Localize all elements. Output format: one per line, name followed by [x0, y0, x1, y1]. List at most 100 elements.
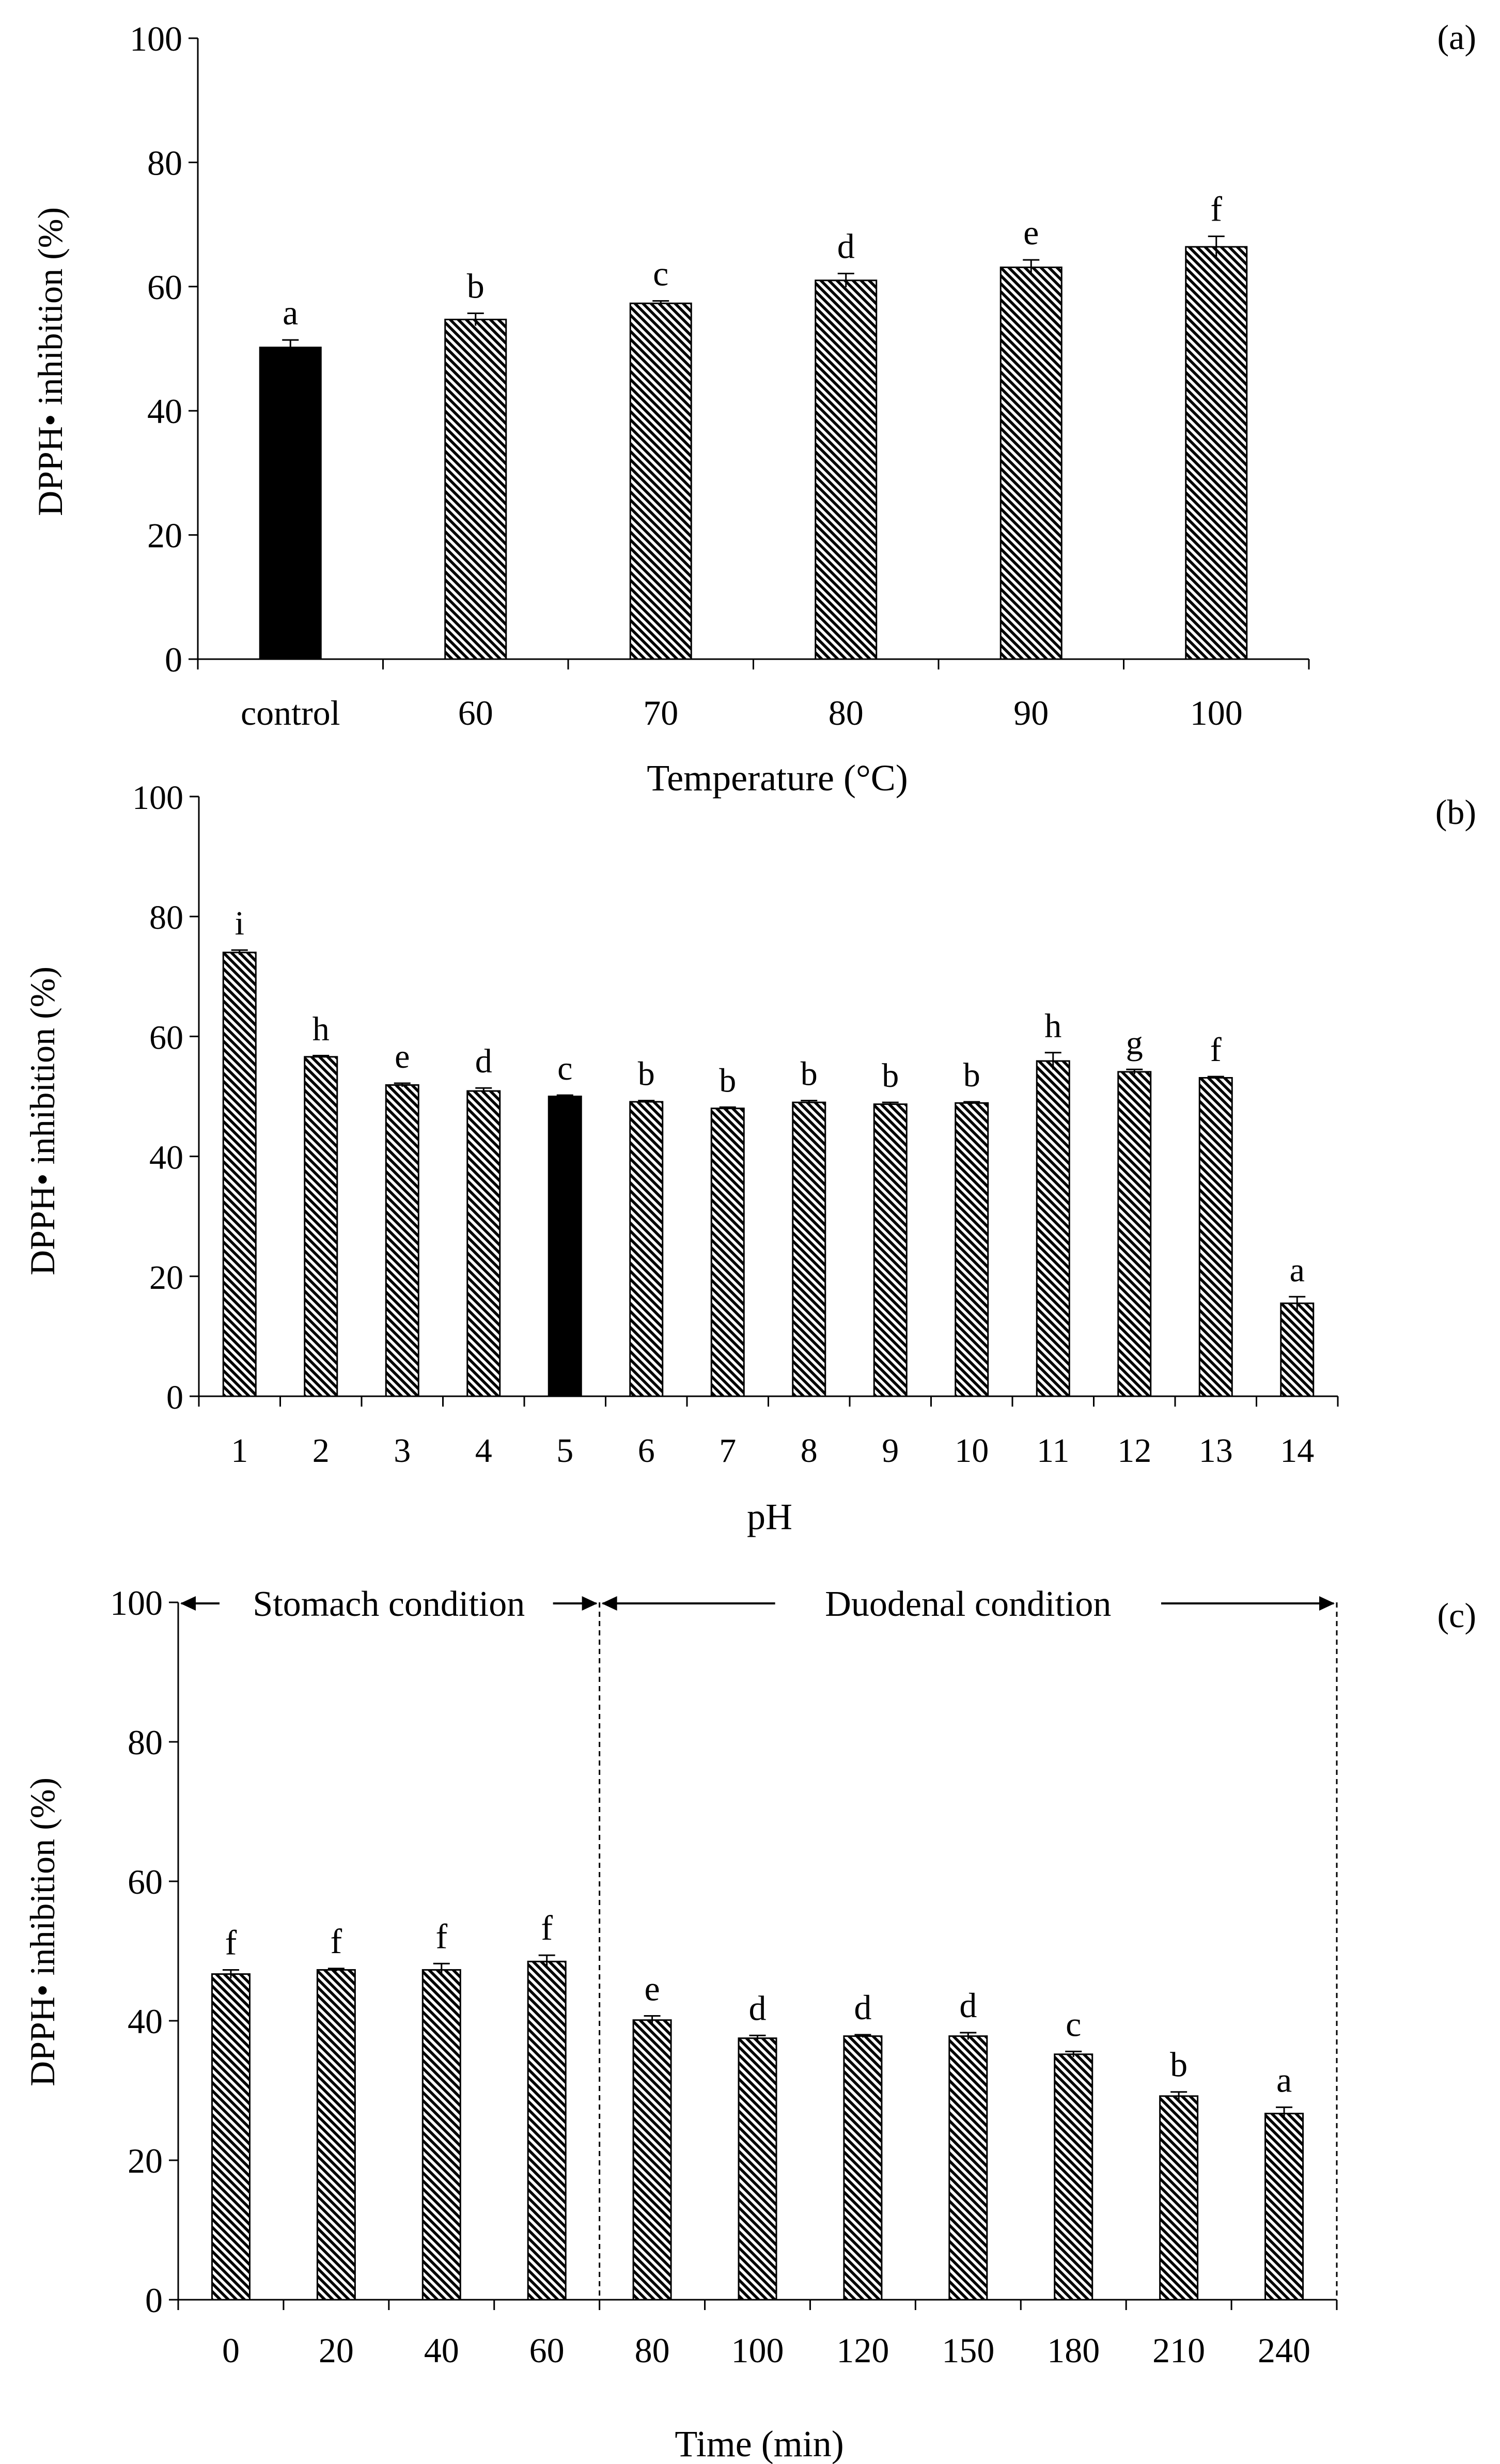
significance-letter: b [638, 1055, 655, 1093]
bar [999, 267, 1062, 660]
x-tick-label: 0 [222, 2331, 240, 2370]
y-tick-label: 40 [149, 1139, 183, 1177]
y-tick-label: 0 [165, 640, 182, 679]
x-tick-label: control [241, 693, 340, 732]
significance-letter: d [959, 1986, 977, 2025]
significance-letter: g [1126, 1024, 1143, 1062]
x-tick-label: 2 [312, 1432, 330, 1470]
bar [466, 1090, 501, 1397]
significance-letter: f [541, 1908, 553, 1947]
significance-letter: d [749, 1988, 767, 2028]
x-tick-label: 1 [231, 1432, 248, 1470]
x-tick-label: 12 [1117, 1432, 1151, 1470]
x-tick-label: 90 [1013, 693, 1049, 732]
significance-letter: d [854, 1988, 871, 2027]
bar [1054, 2053, 1093, 2301]
region-label-duodenal: Duodenal condition [825, 1584, 1111, 1624]
significance-letter: a [1276, 2060, 1292, 2099]
bar [1280, 1302, 1315, 1397]
bar [316, 1969, 356, 2301]
y-tick-label: 20 [128, 2141, 163, 2180]
bar [211, 1973, 251, 2301]
bar [632, 2019, 672, 2301]
bar [843, 2035, 883, 2301]
region-label-stomach: Stomach condition [253, 1584, 525, 1624]
bar [815, 279, 878, 660]
bar [1264, 2113, 1304, 2301]
significance-letter: d [475, 1042, 492, 1080]
bar [1036, 1060, 1070, 1397]
y-tick-label: 20 [147, 516, 182, 555]
bar [629, 302, 692, 660]
panel-a-x-axis-label: Temperature (°C) [647, 757, 908, 799]
y-tick-label: 80 [149, 899, 183, 937]
significance-letter: f [435, 1916, 447, 1956]
region-arrow-head [582, 1596, 598, 1611]
y-tick-label: 60 [149, 1019, 183, 1056]
x-tick-label: 80 [635, 2331, 670, 2370]
bar [792, 1101, 826, 1397]
bar [1117, 1071, 1152, 1397]
x-tick-label: 5 [556, 1432, 573, 1470]
significance-letter: b [882, 1057, 899, 1095]
bar [259, 347, 322, 660]
x-tick-label: 60 [458, 693, 493, 732]
panel-c-y-axis-label: DPPH• inhibition (%) [23, 1777, 62, 2086]
significance-letter: f [1210, 1031, 1222, 1069]
x-tick-label: 150 [942, 2331, 994, 2370]
x-tick-label: 80 [829, 693, 864, 732]
bar [548, 1096, 582, 1397]
significance-letter: a [283, 293, 298, 332]
significance-letter: e [644, 1969, 660, 2008]
bar [1159, 2095, 1199, 2301]
significance-letter: f [225, 1923, 237, 1962]
x-tick-label: 6 [638, 1432, 655, 1470]
significance-letter: h [312, 1010, 330, 1048]
x-tick-label: 120 [836, 2331, 889, 2370]
y-tick-label: 60 [128, 1862, 163, 1901]
bar [955, 1102, 989, 1397]
y-tick-label: 40 [128, 2002, 163, 2041]
significance-letter: b [963, 1056, 980, 1094]
y-tick-label: 80 [147, 143, 182, 182]
y-tick-label: 60 [147, 268, 182, 307]
significance-letter: h [1044, 1007, 1061, 1045]
significance-letter: f [1210, 189, 1222, 228]
y-tick-label: 20 [149, 1259, 183, 1297]
y-tick-label: 0 [166, 1379, 183, 1416]
significance-letter: b [801, 1055, 818, 1093]
x-tick-label: 9 [882, 1432, 899, 1470]
bar [527, 1960, 567, 2301]
bar [444, 319, 507, 660]
x-tick-label: 14 [1280, 1432, 1314, 1470]
bar [222, 952, 257, 1397]
panel-a-y-axis-label: DPPH• inhibition (%) [30, 207, 70, 516]
x-tick-label: 13 [1199, 1432, 1233, 1470]
significance-letter: c [653, 254, 668, 293]
y-tick-label: 100 [110, 1583, 163, 1623]
panel-a: (a) DPPH• inhibition (%) Temperature (°C… [30, 18, 1476, 799]
significance-letter: e [395, 1038, 410, 1075]
significance-letter: i [235, 904, 244, 942]
panel-c-label: (c) [1437, 1596, 1476, 1635]
bar [1185, 246, 1248, 660]
significance-letter: e [1023, 213, 1039, 252]
significance-letter: f [331, 1922, 342, 1961]
x-tick-label: 210 [1152, 2331, 1205, 2370]
y-tick-label: 100 [132, 779, 183, 817]
significance-letter: a [1290, 1251, 1305, 1289]
y-tick-label: 40 [147, 392, 182, 431]
x-tick-label: 100 [1190, 693, 1243, 732]
significance-letter: d [837, 227, 855, 266]
region-arrow-head [601, 1596, 617, 1611]
x-tick-label: 240 [1258, 2331, 1310, 2370]
significance-letter: b [719, 1062, 736, 1099]
panel-c: (c) DPPH• inhibition (%) Time (min) 0 20 4… [23, 1583, 1476, 2464]
bar [710, 1108, 745, 1397]
x-tick-label: 20 [319, 2331, 354, 2370]
significance-letter: b [467, 266, 485, 305]
x-tick-label: 40 [424, 2331, 459, 2370]
x-tick-label: 70 [643, 693, 678, 732]
panel-b-x-axis-label: pH [747, 1496, 792, 1537]
y-tick-label: 80 [128, 1723, 163, 1762]
